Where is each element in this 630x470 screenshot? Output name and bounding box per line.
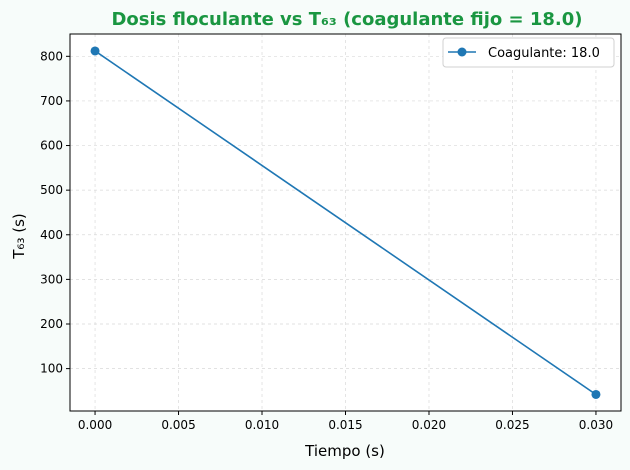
x-tick-label: 0.025 — [495, 418, 529, 432]
x-axis-ticks: 0.000 0.005 0.010 0.015 0.020 0.025 0.030 — [78, 411, 613, 432]
series-line — [94, 50, 597, 396]
y-axis-ticks: 100 200 300 400 500 600 700 800 — [40, 49, 70, 376]
x-tick-label: 0.020 — [412, 418, 446, 432]
x-tick-label: 0.000 — [78, 418, 112, 432]
data-point — [90, 46, 100, 56]
y-tick-label: 600 — [40, 139, 63, 153]
y-tick-label: 300 — [40, 272, 63, 286]
legend-box — [442, 37, 615, 68]
x-tick-label: 0.005 — [161, 418, 195, 432]
y-tick-label: 400 — [40, 228, 63, 242]
data-point — [591, 389, 601, 399]
y-tick-label: 700 — [40, 94, 63, 108]
x-tick-label: 0.010 — [245, 418, 279, 432]
legend-label: Coagulante: 18.0 — [488, 46, 600, 61]
x-axis-label: Tiempo (s) — [304, 442, 385, 460]
legend: Coagulante: 18.0 — [442, 37, 615, 68]
grid — [70, 34, 621, 411]
y-tick-label: 500 — [40, 183, 63, 197]
x-tick-label: 0.015 — [328, 418, 362, 432]
y-axis-label: T₆₃ (s) — [10, 213, 28, 259]
series-layer — [90, 46, 601, 399]
chart-title: Dosis floculante vs T₆₃ (coagulante fijo… — [111, 9, 582, 30]
y-tick-label: 200 — [40, 317, 63, 331]
legend-marker-swatch — [457, 47, 467, 57]
x-tick-label: 0.030 — [579, 418, 613, 432]
y-tick-label: 100 — [40, 362, 63, 376]
y-tick-label: 800 — [40, 49, 63, 63]
